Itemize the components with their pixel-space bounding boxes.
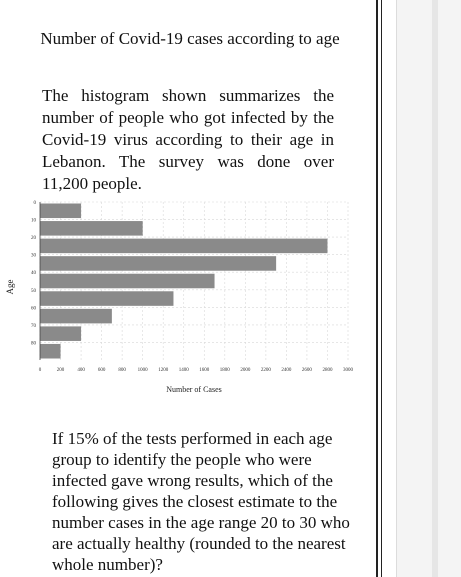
x-tick-label: 600 <box>98 368 106 373</box>
y-tick-label: 30 <box>31 254 37 259</box>
x-tick-label: 1600 <box>199 368 210 373</box>
bar-age-20-30 <box>40 238 328 254</box>
y-tick-label: 70 <box>31 324 37 329</box>
x-tick-label: 2400 <box>281 368 292 373</box>
page-border-line-inner <box>381 0 382 577</box>
y-tick-label: 80 <box>31 341 37 346</box>
x-tick-label: 1000 <box>138 368 149 373</box>
y-axis-title: Age <box>5 280 15 295</box>
bar-age-50-60 <box>40 291 174 306</box>
bar-age-80-90 <box>40 343 61 359</box>
page-border-line <box>376 0 378 577</box>
y-tick-label: 0 <box>34 201 37 206</box>
x-tick-label: 1200 <box>158 368 169 373</box>
x-tick-label: 800 <box>118 368 126 373</box>
x-tick-label: 200 <box>57 368 65 373</box>
x-tick-label: 2200 <box>261 368 272 373</box>
x-tick-label: 2800 <box>322 368 333 373</box>
x-tick-label: 400 <box>77 368 85 373</box>
question-paragraph: If 15% of the tests performed in each ag… <box>52 429 350 574</box>
x-axis-title: Number of Cases <box>166 385 222 394</box>
y-tick-label: 10 <box>31 219 37 224</box>
x-tick-label: 1800 <box>220 368 231 373</box>
x-tick-label: 0 <box>39 368 42 373</box>
bar-age-10-20 <box>40 221 143 236</box>
bar-age-40-50 <box>40 273 215 289</box>
histogram-chart: 0 10 20 30 40 50 60 70 80 0 200 400 600 800 1000 1200 14… <box>0 192 380 402</box>
x-tick-label: 2600 <box>302 368 313 373</box>
page-title: Number of Covid-19 cases according to ag… <box>40 29 340 48</box>
bar-age-60-70 <box>40 308 112 324</box>
side-panel <box>396 0 461 577</box>
x-tick-label: 1400 <box>179 368 190 373</box>
y-tick-label: 40 <box>31 271 37 276</box>
intro-paragraph: The histogram shown summarizes the numbe… <box>42 86 334 193</box>
y-tick-label: 20 <box>31 236 37 241</box>
x-tick-label: 3000 <box>343 368 354 373</box>
y-tick-label: 60 <box>31 306 37 311</box>
bar-age-0-10 <box>40 203 82 219</box>
y-tick-label: 50 <box>31 289 37 294</box>
bar-age-70-80 <box>40 326 82 341</box>
scrollbar[interactable] <box>432 0 438 577</box>
bar-age-30-40 <box>40 256 277 271</box>
x-tick-label: 2000 <box>240 368 251 373</box>
